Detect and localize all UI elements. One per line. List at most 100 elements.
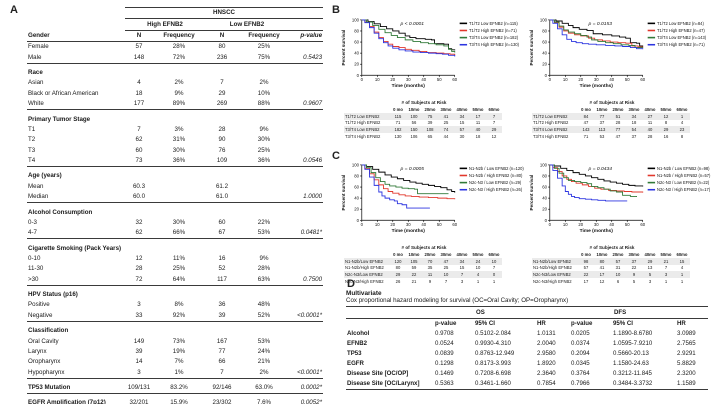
- at-risk-header-row: 0 mo 10mo 20mo 30mo 40mo 50mo 60mo: [344, 251, 502, 258]
- at-risk-row-label: T1/T2 Low EFNB2: [344, 112, 390, 120]
- x-tick-label: 20: [578, 77, 583, 82]
- cell: [289, 135, 323, 145]
- y-tick-label: 0: [545, 218, 548, 223]
- cell: 7%: [174, 358, 184, 366]
- at-risk-col-header: 40mo: [456, 251, 468, 257]
- at-risk-col-header: 10mo: [408, 106, 420, 112]
- at-risk-row: N1-N2b/Low EFNB2 98 80 57 37 29 21 15: [532, 257, 690, 265]
- tbody: OS DFS p-value 95% CI HR p-value 95% CI HR Alcoh…: [346, 307, 709, 390]
- low-efnb2-header: Low EFNB2: [205, 18, 289, 31]
- td: [344, 106, 390, 113]
- at-risk-value: 9: [428, 279, 432, 285]
- y-tick-label: 20: [542, 62, 547, 67]
- at-risk-value: 7: [664, 265, 668, 271]
- survival-curve: [549, 19, 644, 50]
- tbody: 0 mo 10mo 20mo 30mo 40mo 50mo 60mo N1-N2b/Low E…: [532, 251, 690, 285]
- at-risk-value: 15: [459, 265, 465, 271]
- at-risk-row: N2c-N3/Low EFNB2 22 17 10 9 5 3 1: [532, 271, 690, 279]
- survival-curve: [361, 164, 449, 195]
- x-tick-label: 50: [437, 77, 442, 82]
- legend-label: N2c-N3 / Low EFNB2 (n=22): [657, 180, 710, 185]
- cell: 30%: [172, 218, 186, 226]
- y-tick-label: 20: [354, 62, 359, 67]
- cell: 2.7565: [677, 340, 696, 347]
- cell: 61.2: [215, 182, 229, 190]
- at-risk-row-label: T3/T4 High EFNB2: [533, 134, 569, 140]
- cell: 60.3: [132, 182, 146, 190]
- at-risk-value: 1: [680, 279, 684, 285]
- cell: 11%: [173, 254, 185, 262]
- at-risk-col-header: 50mo: [472, 251, 484, 257]
- cell: 9%: [259, 254, 269, 262]
- at-risk-value: 23: [674, 126, 690, 134]
- at-risk-value: 27: [642, 112, 658, 120]
- x-tick-label: 40: [609, 77, 614, 82]
- x-tick-label: 0: [549, 77, 552, 82]
- cell: 269: [205, 98, 239, 111]
- cell: 62: [125, 227, 153, 240]
- cell: 92%: [153, 310, 205, 322]
- x-axis-title: Time (months): [392, 228, 426, 234]
- at-risk-value: 7: [492, 120, 496, 126]
- at-risk-value: 71: [395, 120, 401, 126]
- y-axis-title: Percent survival: [529, 30, 534, 66]
- cell: [289, 42, 323, 53]
- row-label: Female: [28, 43, 49, 51]
- at-risk-value: 41: [599, 265, 605, 271]
- cell: 167: [216, 337, 228, 345]
- at-risk-row: N2c-N3/High EFNB2 17 12 6 5 3 1 1: [532, 278, 690, 285]
- table-row: 0-3 32 30% 60 22%: [27, 218, 323, 228]
- at-risk-value: 1: [664, 279, 668, 285]
- cell: 1.0000: [289, 191, 324, 204]
- table-row: Female 57 28% 80 25%: [27, 42, 323, 53]
- at-risk-value: 7: [444, 279, 448, 285]
- cell: 36%: [239, 155, 289, 167]
- cell: 0.7854: [536, 378, 571, 390]
- td: [346, 318, 434, 329]
- cell: 8%: [174, 301, 184, 309]
- cell: 52%: [239, 310, 289, 322]
- x-tick-label: 20: [390, 77, 395, 82]
- at-risk-row-label: T1/T2 High EFNB2: [345, 120, 381, 126]
- y-axis-title: Percent survival: [341, 175, 346, 211]
- at-risk-col-header: 0 mo: [393, 251, 403, 257]
- at-risk-value: 74: [438, 126, 454, 134]
- survival-curve: [361, 19, 456, 51]
- at-risk-value: 59: [411, 265, 417, 271]
- cell: [289, 264, 323, 274]
- at-risk-col-header: 30mo: [440, 106, 452, 112]
- at-risk-col-header: 10mo: [408, 251, 420, 257]
- at-risk-value: 8: [680, 134, 684, 140]
- cell: 0.3484-3.3732: [612, 378, 677, 390]
- at-risk-value: 106: [410, 134, 418, 140]
- cell: 30%: [257, 136, 271, 144]
- at-risk-value: 10: [438, 271, 454, 279]
- at-risk-value: 7: [454, 271, 470, 279]
- at-risk-value: 18: [475, 134, 481, 140]
- cell: 39: [205, 310, 239, 322]
- td: [289, 18, 324, 31]
- cell: <0.0001*: [289, 367, 324, 379]
- td: [344, 251, 390, 258]
- at-risk-value: 12: [599, 279, 605, 285]
- cell: [153, 181, 205, 191]
- row-label: Larynx: [28, 347, 47, 355]
- cell: 19%: [172, 347, 186, 355]
- legend-label: N1-N2b / Low EFNB2 (n=120): [469, 166, 524, 171]
- at-risk-row-label: T1/T2 Low EFNB2: [532, 112, 578, 120]
- row-label: TP53: [347, 350, 362, 357]
- at-risk-table: 0 mo 10mo 20mo 30mo 40mo 50mo 60mo T1/T2 Low EF…: [532, 106, 690, 140]
- section-title-row: Alcohol Consumption: [27, 207, 323, 217]
- x-tick-label: 60: [640, 77, 645, 82]
- at-risk-value: 34: [626, 112, 642, 120]
- panel-d-label: D: [347, 278, 355, 290]
- at-risk-row-label: N1-N2b/High EFNB2: [533, 265, 572, 271]
- cell: 0.3764: [571, 370, 590, 377]
- y-tick-label: 40: [354, 196, 359, 201]
- row-label: 0-10: [28, 254, 41, 262]
- cell: 63.0%: [239, 382, 289, 395]
- cell: 48%: [257, 301, 271, 309]
- td: [27, 8, 125, 19]
- row-label: Oropharynx: [28, 358, 61, 366]
